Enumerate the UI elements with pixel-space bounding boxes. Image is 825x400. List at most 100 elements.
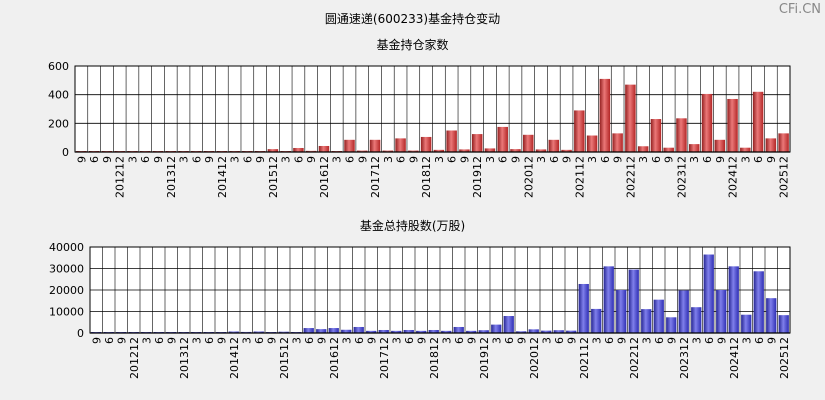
x-tick-label: 201612 — [328, 337, 341, 379]
bar — [591, 308, 602, 333]
x-tick-label: 6 — [403, 337, 416, 344]
bar — [446, 130, 457, 152]
x-tick-label: 3 — [140, 337, 153, 344]
bar — [528, 329, 539, 333]
bar — [701, 93, 713, 152]
bar — [740, 147, 751, 152]
x-tick-label: 9 — [509, 156, 522, 163]
bar — [752, 91, 764, 152]
x-tick-label: 201912 — [471, 156, 484, 198]
bar — [228, 331, 239, 333]
x-tick-label: 202012 — [522, 156, 535, 198]
bar — [578, 283, 589, 333]
bar — [471, 134, 483, 152]
y-tick-label: 600 — [48, 60, 69, 73]
y-tick-label: 30000 — [49, 263, 84, 276]
x-tick-label: 9 — [561, 156, 574, 163]
x-tick-label: 201412 — [216, 156, 229, 198]
x-tick-label: 3 — [586, 156, 599, 163]
bar — [369, 139, 381, 152]
x-tick-label: 201712 — [369, 156, 382, 198]
x-tick-label: 6 — [353, 337, 366, 344]
x-tick-label: 3 — [640, 337, 653, 344]
x-tick-label: 3 — [390, 337, 403, 344]
x-tick-label: 9 — [663, 156, 676, 163]
x-tick-label: 9 — [407, 156, 420, 163]
x-tick-label: 6 — [503, 337, 516, 344]
bar — [778, 315, 789, 333]
x-tick-label: 3 — [440, 337, 453, 344]
x-tick-label: 6 — [752, 156, 765, 163]
x-tick-label: 9 — [165, 337, 178, 344]
main-title: 圆通速递(600233)基金持仓变动 — [324, 12, 501, 26]
bar — [714, 139, 726, 152]
x-tick-label: 9 — [565, 337, 578, 344]
y-tick-label: 40000 — [49, 241, 84, 254]
bar — [703, 254, 714, 333]
bar — [453, 326, 464, 333]
bar — [267, 149, 279, 152]
bar — [753, 271, 764, 333]
bar — [628, 269, 639, 333]
x-tick-label: 9 — [612, 156, 625, 163]
x-tick-label: 6 — [88, 156, 101, 163]
x-tick-label: 3 — [590, 337, 603, 344]
bar — [466, 330, 477, 333]
x-tick-label: 202312 — [675, 156, 688, 198]
bar — [293, 147, 304, 152]
bar — [650, 119, 662, 152]
chart2-title: 基金总持股数(万股) — [359, 219, 466, 233]
x-tick-label: 3 — [740, 337, 753, 344]
bar — [535, 149, 547, 152]
bar — [441, 330, 452, 333]
bar — [727, 98, 738, 152]
bar — [765, 138, 777, 152]
bar — [366, 330, 377, 333]
x-tick-label: 6 — [203, 337, 216, 344]
x-tick-label: 9 — [203, 156, 216, 163]
x-tick-label: 3 — [229, 156, 242, 163]
bar — [663, 147, 674, 152]
bar — [691, 307, 702, 333]
bar — [391, 330, 402, 333]
x-tick-label: 201312 — [178, 337, 191, 379]
bar — [778, 133, 789, 152]
x-tick-label: 201612 — [318, 156, 331, 198]
bar — [548, 139, 560, 152]
x-tick-label: 9 — [101, 156, 114, 163]
bar — [616, 290, 627, 333]
x-tick-label: 6 — [241, 156, 254, 163]
x-tick-label: 6 — [190, 156, 203, 163]
x-tick-label: 9 — [305, 156, 318, 163]
x-tick-label: 6 — [603, 337, 616, 344]
x-tick-label: 3 — [637, 156, 650, 163]
x-tick-label: 3 — [690, 337, 703, 344]
x-tick-label: 9 — [714, 156, 727, 163]
bar — [420, 136, 432, 152]
x-tick-label: 202312 — [678, 337, 691, 379]
x-tick-label: 202412 — [727, 156, 740, 198]
bar — [599, 78, 611, 152]
x-tick-label: 201812 — [428, 337, 441, 379]
x-tick-label: 6 — [548, 156, 561, 163]
bar — [278, 331, 289, 333]
x-tick-label: 202512 — [778, 337, 791, 379]
bar — [395, 138, 406, 152]
bar — [353, 326, 364, 333]
x-tick-label: 202112 — [578, 337, 591, 379]
x-tick-label: 6 — [292, 156, 305, 163]
x-tick-label: 9 — [515, 337, 528, 344]
bar — [503, 316, 514, 333]
bar — [566, 330, 577, 333]
bar — [653, 299, 664, 333]
bar — [766, 298, 777, 333]
x-tick-label: 3 — [433, 156, 446, 163]
y-tick-label: 0 — [77, 327, 84, 340]
x-tick-label: 201712 — [378, 337, 391, 379]
y-tick-label: 400 — [48, 89, 69, 102]
x-tick-label: 6 — [139, 156, 152, 163]
x-tick-label: 3 — [126, 156, 139, 163]
